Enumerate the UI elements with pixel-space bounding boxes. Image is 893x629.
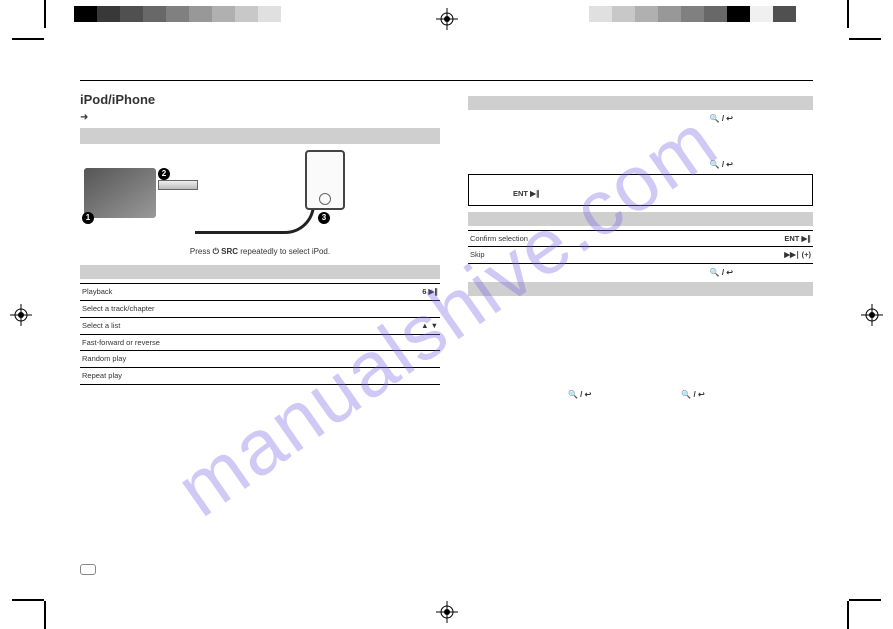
- table-cell: Confirm selection: [468, 230, 699, 247]
- registration-mark-icon: [10, 304, 32, 326]
- section-title: iPod/iPhone: [80, 92, 440, 109]
- table-cell: ▶▶∣ (+): [699, 247, 813, 264]
- table-cell: ▲ ▼: [367, 317, 440, 334]
- top-rule: [80, 80, 813, 81]
- table-cell: Skip: [468, 247, 699, 264]
- colorbar-left: [74, 6, 304, 22]
- crop-mark: [44, 0, 46, 28]
- cable-icon: [195, 184, 315, 234]
- table-cell: [367, 301, 440, 318]
- search-back-icon: 🔍 / ↩: [710, 114, 733, 123]
- page-number-box: [80, 564, 96, 575]
- crop-mark: [849, 599, 881, 601]
- section-bar: [80, 128, 440, 144]
- controls-table: Playback6 ▶∥Select a track/chapterSelect…: [80, 283, 440, 385]
- left-column: iPod/iPhone ➜ 1 2 3 Press ⏻ SRC repeated…: [80, 92, 440, 385]
- search-back-icon: 🔍 / ↩: [681, 390, 704, 400]
- src-button-label: ⏻ SRC: [213, 247, 238, 256]
- controls-table-right: Confirm selectionENT ▶∥Skip▶▶∣ (+): [468, 230, 813, 265]
- connection-diagram: 1 2 3: [80, 150, 440, 245]
- arrow-icon: ➜: [80, 112, 88, 123]
- registration-mark-icon: [436, 8, 458, 30]
- section-bar: [80, 265, 440, 279]
- table-cell: [367, 351, 440, 368]
- ent-button-label: ENT ▶∥: [513, 189, 540, 198]
- colorbar-right: [566, 6, 796, 22]
- badge-1: 1: [82, 212, 94, 224]
- info-box: ENT ▶∥: [468, 174, 813, 206]
- src-prefix: Press: [190, 247, 213, 256]
- usb-plug-icon: [158, 180, 198, 190]
- crop-mark: [12, 38, 44, 40]
- page-content: iPod/iPhone ➜ 1 2 3 Press ⏻ SRC repeated…: [80, 58, 813, 579]
- crop-mark: [12, 599, 44, 601]
- registration-mark-icon: [436, 601, 458, 623]
- table-cell: Select a list: [80, 317, 367, 334]
- search-back-icon: 🔍 / ↩: [568, 390, 591, 400]
- table-cell: Fast-forward or reverse: [80, 334, 367, 351]
- src-instruction: Press ⏻ SRC repeatedly to select iPod.: [80, 247, 440, 257]
- table-cell: ENT ▶∥: [699, 230, 813, 247]
- search-back-icon: 🔍 / ↩: [710, 268, 733, 277]
- section-bar: [468, 212, 813, 226]
- table-cell: [367, 334, 440, 351]
- right-column: 🔍 / ↩ 🔍 / ↩ ENT ▶∥ Confirm selectionENT …: [468, 92, 813, 401]
- table-cell: [367, 368, 440, 385]
- iphone-icon: [305, 150, 345, 210]
- head-unit-icon: [84, 168, 156, 218]
- crop-mark: [44, 601, 46, 629]
- search-back-icon: 🔍 / ↩: [710, 160, 733, 169]
- table-cell: Select a track/chapter: [80, 301, 367, 318]
- table-cell: Repeat play: [80, 368, 367, 385]
- section-bar: [468, 282, 813, 296]
- src-suffix: repeatedly to select iPod.: [240, 247, 330, 256]
- crop-mark: [849, 38, 881, 40]
- table-cell: Random play: [80, 351, 367, 368]
- section-bar: [468, 96, 813, 110]
- badge-2: 2: [158, 168, 170, 180]
- table-cell: Playback: [80, 284, 367, 301]
- badge-3: 3: [318, 212, 330, 224]
- crop-mark: [847, 0, 849, 28]
- crop-mark: [847, 601, 849, 629]
- registration-mark-icon: [861, 304, 883, 326]
- table-cell: 6 ▶∥: [367, 284, 440, 301]
